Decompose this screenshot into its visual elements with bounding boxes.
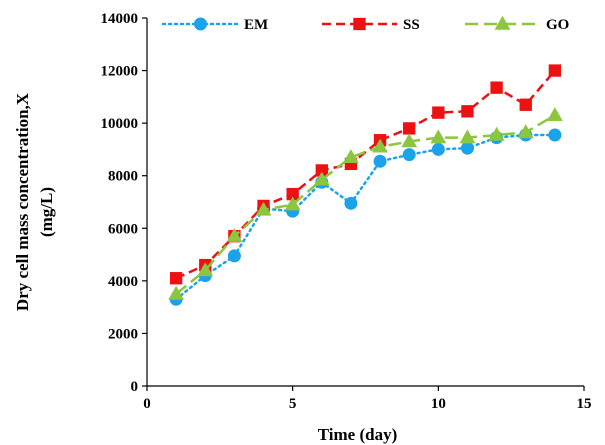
y-tick-label: 6000 <box>108 221 138 237</box>
y-tick-label: 10000 <box>101 116 139 132</box>
data-point <box>431 142 445 156</box>
data-point <box>373 154 387 168</box>
legend-label: GO <box>546 17 569 33</box>
data-point <box>460 141 474 155</box>
data-point <box>548 128 562 142</box>
y-tick-label: 4000 <box>108 274 138 290</box>
data-point <box>461 105 474 118</box>
y-axis-title-line1: Dry cell mass concentration,X <box>13 92 32 311</box>
x-tick-label: 15 <box>577 396 592 412</box>
y-tick-label: 8000 <box>108 169 138 185</box>
data-point <box>315 164 328 177</box>
data-point <box>168 285 185 300</box>
data-point <box>169 272 183 285</box>
data-point <box>226 227 243 242</box>
data-point <box>494 15 511 30</box>
y-axis-title: Dry cell mass concentration,X (mg/L) <box>13 92 56 311</box>
data-point <box>197 262 214 277</box>
data-point <box>227 249 241 263</box>
data-point <box>430 129 447 144</box>
axes: 0 2000 4000 6000 8000 10000 12000 14000 0 5 10 15 <box>101 11 592 412</box>
y-tick-label: 12000 <box>101 64 139 80</box>
series-line-ss <box>175 69 556 280</box>
data-point <box>313 171 330 186</box>
y-axis-title-line2: (mg/L) <box>37 187 56 237</box>
data-point <box>432 106 445 119</box>
series-go <box>168 107 563 300</box>
legend: EM SS GO <box>161 15 569 33</box>
legend-label: SS <box>403 17 420 33</box>
data-point <box>403 122 416 135</box>
legend-label: EM <box>244 17 268 33</box>
x-tick-label: 5 <box>289 396 297 412</box>
data-point <box>546 107 563 121</box>
x-tick-label: 10 <box>431 396 446 412</box>
legend-item-em: EM <box>161 17 268 33</box>
x-tick-label: 0 <box>143 396 151 412</box>
data-point <box>284 196 301 211</box>
legend-item-go: GO <box>465 15 569 33</box>
data-point <box>517 124 534 139</box>
legend-item-ss: SS <box>322 17 420 33</box>
data-point <box>548 64 562 77</box>
data-point <box>286 187 299 201</box>
data-point <box>401 133 418 148</box>
y-tick-label: 2000 <box>108 326 138 342</box>
series-ss <box>169 64 562 285</box>
data-point <box>459 129 476 144</box>
series-line-em <box>174 133 557 301</box>
data-point <box>372 138 388 153</box>
data-point <box>490 81 503 94</box>
data-point <box>194 17 207 31</box>
data-point <box>255 201 272 216</box>
x-axis-title: Time (day) <box>318 425 398 444</box>
data-point <box>519 98 532 111</box>
data-point <box>488 126 505 141</box>
data-point <box>344 196 358 210</box>
data-point <box>343 149 359 164</box>
data-point <box>353 17 366 31</box>
series-layer <box>168 64 563 306</box>
y-tick-label: 0 <box>131 379 139 395</box>
data-point <box>402 148 416 162</box>
y-tick-label: 14000 <box>101 11 139 27</box>
series-em <box>169 128 562 306</box>
